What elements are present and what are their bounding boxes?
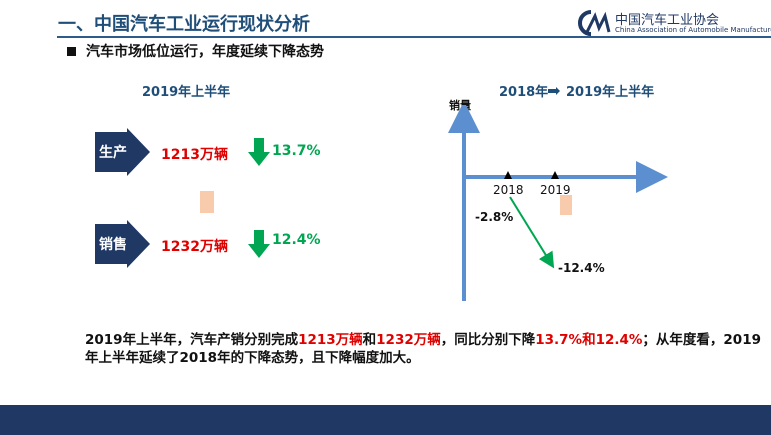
right-panel-title-start: 2018年 <box>499 85 549 100</box>
logo-english-name: China Association of Automobile Manufact… <box>615 26 771 34</box>
sales-arrow-shape: 销售 <box>95 220 150 268</box>
logo-chinese-name: 中国汽车工业协会 <box>615 13 720 28</box>
summary-highlight-sales: 1232万辆 <box>376 332 441 348</box>
sales-down-arrow-icon <box>248 230 270 258</box>
caam-logo: 中国汽车工业协会 China Association of Automobile… <box>573 8 771 38</box>
sales-label: 销售 <box>99 237 127 253</box>
summary-text-3: ，同比分别下降 <box>440 332 536 348</box>
summary-highlight-rates: 13.7%和12.4% <box>535 332 643 348</box>
summary-highlight-production: 1213万辆 <box>298 332 363 348</box>
decorative-orange-box-right <box>560 195 572 215</box>
production-down-arrow-icon <box>248 138 270 166</box>
pointing-hand-icon <box>547 82 561 95</box>
caam-logo-icon <box>578 10 611 36</box>
sales-change: 12.4% <box>272 232 321 248</box>
marker-2018-icon <box>504 171 512 179</box>
production-change: 13.7% <box>272 143 321 159</box>
page-title: 一、中国汽车工业运行现状分析 <box>58 14 310 35</box>
footer-bar <box>0 405 771 435</box>
production-arrow-shape: 生产 <box>95 128 150 176</box>
production-value: 1213万辆 <box>161 147 228 163</box>
bullet-square-icon <box>67 47 76 56</box>
x-label-2019: 2019 <box>540 183 571 197</box>
production-label: 生产 <box>99 145 127 161</box>
section-subtitle: 汽车市场低位运行，年度延续下降态势 <box>86 44 324 60</box>
marker-2019-icon <box>551 171 559 179</box>
decorative-orange-box <box>200 191 214 213</box>
x-label-2018: 2018 <box>493 183 524 197</box>
summary-paragraph: 2019年上半年，汽车产销分别完成1213万辆和1232万辆，同比分别下降13.… <box>85 331 765 367</box>
sales-value: 1232万辆 <box>161 239 228 255</box>
summary-text-2: 和 <box>362 332 377 348</box>
left-panel-title: 2019年上半年 <box>142 85 231 100</box>
title-divider <box>57 36 771 38</box>
decline-arrow <box>509 196 555 269</box>
summary-text-4: ；从年度看，2019年上半年延续了2018年的下降态势，且下降幅度加大。 <box>85 332 761 366</box>
change-2018-label: -2.8% <box>475 210 514 224</box>
right-panel-title-end: 2019年上半年 <box>566 85 655 100</box>
summary-text-1: 2019年上半年，汽车产销分别完成 <box>85 332 299 348</box>
change-2019-label: -12.4% <box>558 261 605 275</box>
trend-diagram <box>448 105 668 301</box>
